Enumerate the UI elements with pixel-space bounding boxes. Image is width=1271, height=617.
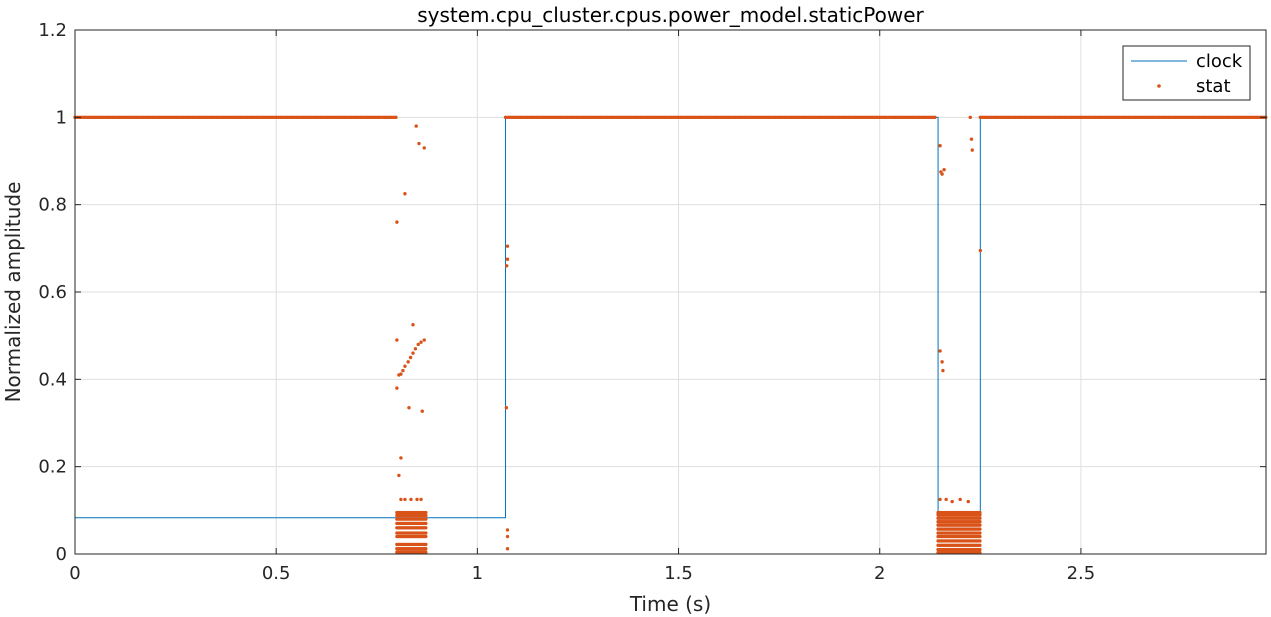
- stat-point-1030: [978, 248, 983, 253]
- stat-point-622: [424, 542, 428, 547]
- x-tick-label-5: 2.5: [1067, 563, 1096, 584]
- stat-point-995: [413, 347, 418, 351]
- stat-point-993: [408, 355, 413, 360]
- stat-point-1034: [958, 497, 962, 502]
- y-tick-label-1: 0.2: [38, 457, 67, 478]
- x-tick-label-0: 0: [69, 563, 80, 584]
- stat-point-1022: [940, 172, 944, 176]
- stat-point-527: [424, 517, 428, 521]
- stat-point-994: [411, 351, 415, 355]
- chart-title: system.cpu_cluster.cpus.power_model.stat…: [417, 3, 924, 27]
- stat-point-1002: [417, 141, 421, 146]
- y-axis-label: Normalized amplitude: [1, 182, 25, 403]
- stat-point-1020: [938, 144, 942, 148]
- stat-point-1007: [397, 473, 401, 478]
- y-tick-label-6: 1.2: [38, 20, 67, 41]
- stat-point-987: [395, 386, 399, 390]
- y-tick-label-5: 1: [56, 107, 67, 128]
- stat-point-1013: [505, 244, 510, 248]
- stat-point-1003: [422, 146, 426, 150]
- x-tick-label-4: 2: [874, 563, 885, 584]
- stat-point-795: [978, 523, 982, 527]
- stat-point-1014: [505, 257, 510, 261]
- stat-point-565: [424, 526, 428, 530]
- stat-point-1009: [403, 497, 407, 502]
- series-stat-points: [73, 115, 1268, 555]
- stat-point-992: [406, 360, 410, 364]
- x-tick-label-3: 1.5: [664, 563, 693, 584]
- stat-point-1026: [941, 368, 945, 373]
- legend-entry-clock: clock: [1196, 51, 1243, 72]
- stat-point-996: [416, 342, 420, 347]
- stat-point-660: [424, 550, 428, 554]
- stat-point-584: [424, 531, 428, 535]
- stat-point-991: [403, 364, 407, 368]
- stat-point-1032: [944, 497, 948, 502]
- legend-swatch-stat: [1157, 84, 1161, 88]
- stat-point-489: [424, 510, 428, 515]
- y-tick-label-2: 0.4: [38, 369, 67, 390]
- y-tick-label-3: 0.6: [38, 282, 67, 303]
- stat-point-1017: [505, 528, 510, 532]
- stat-point-1011: [415, 497, 419, 502]
- legend-entry-stat: stat: [1196, 76, 1231, 97]
- stat-point-849: [978, 531, 982, 535]
- stat-point-1035: [966, 499, 970, 504]
- stat-point-1001: [414, 124, 418, 128]
- axis-ticks: 0 0.5 1 1.5 2 2.5 0 0.2 0.4 0.6 0.8 1 1.2: [38, 20, 1266, 584]
- stat-point-1023: [942, 168, 946, 172]
- legend-box: [1122, 45, 1251, 101]
- stat-point-741: [978, 516, 982, 520]
- stat-point-998: [422, 338, 426, 342]
- stat-point-903: [978, 539, 982, 543]
- stat-point-641: [424, 547, 428, 551]
- stat-point-1004: [407, 406, 411, 410]
- stat-point-1012: [419, 497, 423, 502]
- stat-point-1028: [969, 137, 974, 141]
- stat-point-985: [395, 220, 399, 224]
- stat-point-1024: [938, 349, 942, 353]
- stat-point-999: [411, 323, 415, 327]
- y-tick-label-4: 0.8: [38, 195, 67, 216]
- stat-point-1016: [504, 406, 509, 410]
- x-tick-label-2: 1: [472, 563, 483, 584]
- stat-point-1031: [938, 497, 942, 502]
- stat-point-1010: [409, 497, 413, 502]
- stat-point-989: [399, 372, 403, 376]
- stat-point-1018: [505, 534, 510, 539]
- stat-point-1027: [968, 115, 972, 120]
- stat-point-1029: [970, 148, 974, 152]
- stat-point-714: [978, 513, 982, 517]
- stat-point-508: [424, 513, 428, 518]
- stat-point-1033: [950, 499, 954, 504]
- stat-point-145: [394, 115, 398, 120]
- legend: clock stat: [1122, 45, 1251, 101]
- stat-point-930: [978, 543, 982, 547]
- x-axis-label: Time (s): [629, 592, 711, 616]
- stat-point-986: [395, 338, 399, 342]
- stat-point-603: [424, 534, 428, 539]
- y-tick-label-0: 0: [56, 544, 67, 565]
- stat-point-340: [933, 115, 937, 120]
- stat-point-1000: [403, 192, 407, 196]
- plot-area: [73, 115, 1268, 555]
- stat-point-1019: [505, 547, 510, 551]
- stat-point-1008: [399, 497, 403, 502]
- stat-point-1015: [505, 264, 509, 268]
- stat-point-876: [978, 534, 982, 539]
- stat-point-822: [978, 527, 982, 531]
- stat-point-768: [978, 519, 982, 524]
- stat-point-546: [424, 521, 428, 526]
- stat-point-1006: [399, 456, 403, 460]
- x-tick-label-1: 0.5: [262, 563, 291, 584]
- stat-point-957: [978, 547, 982, 552]
- stat-point-1025: [940, 360, 944, 364]
- stat-point-1005: [420, 409, 424, 413]
- stat-point-997: [419, 340, 423, 344]
- stat-point-990: [401, 368, 405, 373]
